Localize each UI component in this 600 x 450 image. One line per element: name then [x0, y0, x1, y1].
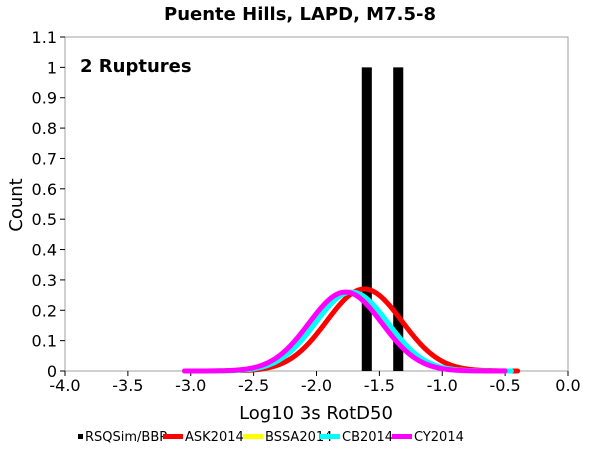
model-curves	[181, 286, 521, 374]
legend-swatch-cb2014	[320, 434, 340, 439]
curve-cy2014	[181, 289, 508, 374]
legend-swatch-bssa2014	[243, 434, 263, 439]
legend-swatch-cy2014	[392, 434, 412, 439]
x-tick-label: -1.0	[427, 376, 458, 395]
y-tick-label: 0.1	[32, 332, 57, 351]
legend-label-bssa2014: BSSA2014	[265, 430, 332, 445]
x-axis-label: Log10 3s RotD50	[239, 403, 393, 424]
x-tick-label: -4.0	[49, 376, 80, 395]
y-tick-label: 1.1	[32, 28, 57, 47]
x-tick-label: 0.0	[555, 376, 580, 395]
legend-swatch-rsqsim-bbp	[78, 434, 83, 439]
histogram-bar	[361, 67, 372, 371]
histogram-bar	[393, 67, 404, 371]
tick-labels: -4.0 -3.5 -3.0 -2.5 -2.0 -1.5 -1.0 -0.5 0.0 0 0.1 0…	[32, 28, 581, 395]
y-tick-label: 0.8	[32, 119, 57, 138]
y-tick-label: 0.2	[32, 301, 57, 320]
x-tick-label: -1.5	[364, 376, 395, 395]
y-tick-label: 0	[47, 362, 57, 381]
legend-label-cb2014: CB2014	[342, 430, 393, 445]
x-tick-label: -3.0	[175, 376, 206, 395]
chart-title: Puente Hills, LAPD, M7.5-8	[164, 4, 436, 25]
x-tick-label: -0.5	[490, 376, 521, 395]
legend-label-ask2014: ASK2014	[185, 430, 244, 445]
legend-label-cy2014: CY2014	[414, 430, 464, 445]
y-axis-label: Count	[6, 178, 27, 231]
x-tick-label: -2.0	[301, 376, 332, 395]
rupture-count-annotation: 2 Ruptures	[80, 56, 192, 77]
legend-swatch-ask2014	[163, 434, 183, 439]
y-tick-label: 0.7	[32, 149, 57, 168]
y-tick-label: 1	[47, 58, 57, 77]
legend: RSQSim/BBP ASK2014 BSSA2014 CB2014 CY2014	[78, 430, 464, 445]
y-tick-label: 0.6	[32, 180, 57, 199]
y-tick-label: 0.4	[32, 241, 57, 260]
legend-label-rsqsim-bbp: RSQSim/BBP	[85, 430, 167, 445]
x-tick-label: -2.5	[238, 376, 269, 395]
y-tick-label: 0.5	[32, 210, 57, 229]
y-tick-label: 0.3	[32, 271, 57, 290]
histogram-bars	[361, 67, 404, 371]
y-tick-label: 0.9	[32, 89, 57, 108]
x-tick-label: -3.5	[112, 376, 143, 395]
